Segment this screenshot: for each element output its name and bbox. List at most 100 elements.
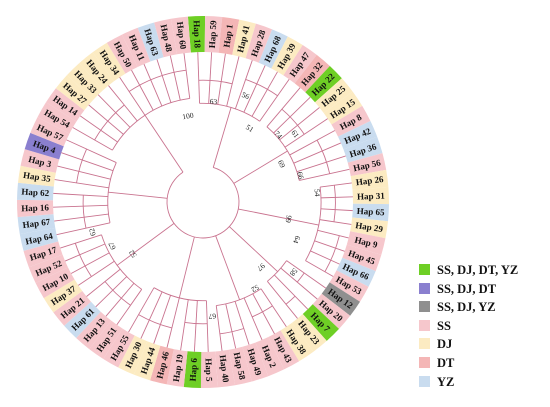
subclade-arc [245, 78, 278, 97]
legend-swatch-ss-dj-yz [419, 301, 430, 313]
leaf-segment [166, 349, 188, 388]
leaf-label: Hap 62 [21, 187, 50, 199]
tip-branch [289, 130, 336, 156]
tip-branch [274, 274, 309, 310]
support-value: 52 [127, 248, 139, 260]
tip-branch [259, 78, 290, 122]
leaf-segment [154, 18, 178, 58]
tip-branch [225, 303, 237, 349]
leaf-label: Hap 31 [357, 191, 386, 202]
leaf-segment [245, 23, 273, 63]
subclade-arc [74, 243, 92, 277]
legend-label-dj: DJ [437, 337, 453, 352]
tip-branch [57, 165, 111, 180]
legend-swatch-dj [419, 338, 430, 350]
subclade-arc [333, 185, 336, 222]
support-value: 56 [240, 90, 251, 101]
tip-branch [166, 297, 180, 348]
support-value: 67 [208, 311, 216, 321]
tip-branch [273, 96, 311, 134]
support-value: 62 [87, 227, 98, 237]
legend-label-ss: SS [437, 318, 451, 333]
tip-branch [320, 196, 353, 199]
leaf-segment [17, 165, 56, 187]
tip-branch [169, 55, 181, 101]
leaf-segment [45, 88, 85, 122]
leaf-segment [258, 29, 288, 69]
legend-label-ss-dj-yz: SS, DJ, YZ [437, 300, 496, 315]
tip-branch [319, 219, 352, 225]
subclade-arc [94, 104, 125, 141]
leaf-segment [268, 330, 300, 370]
leaf-segment [183, 351, 202, 388]
tip-branch [252, 293, 275, 335]
leaf-label: Hap 60 [175, 21, 189, 50]
tip-branch [54, 179, 109, 189]
leaf-segment [17, 199, 54, 218]
support-value: 67 [106, 240, 117, 251]
legend-item-ss-dj-yz: SS, DJ, YZ [418, 299, 548, 315]
leaf-segment [200, 351, 219, 388]
leaf-segment [35, 267, 75, 299]
support-value: 54 [312, 189, 322, 197]
clade-stem [144, 114, 184, 173]
subclade-arc [296, 272, 305, 283]
leaf-label: Hap 5 [203, 358, 214, 382]
legend-swatch-ss-dj-dt [419, 282, 430, 294]
clade-stem [116, 223, 175, 266]
support-value: 74 [273, 129, 285, 141]
legend-swatch-ss-dj-dt-yz [419, 264, 430, 275]
leaf-segment [347, 153, 387, 177]
subclade-arc [128, 69, 187, 92]
tip-branch [314, 240, 345, 252]
tip-branch [197, 52, 201, 104]
subclade-arc [251, 305, 273, 318]
tip-branch [180, 299, 189, 351]
leaf-segment [218, 16, 240, 55]
tip-branch [53, 204, 108, 208]
leaf-segment [283, 44, 317, 84]
leaf-segment [331, 105, 371, 137]
support-value: 97 [255, 261, 267, 273]
clade-stem [238, 208, 319, 226]
tip-branch [72, 127, 113, 151]
support-value: 64 [291, 234, 302, 245]
tip-branch [284, 118, 328, 148]
leaf-segment [20, 149, 60, 173]
tip-branch [54, 213, 109, 222]
leaf-label: Hap 35 [22, 170, 51, 184]
tip-branch [208, 52, 213, 104]
tip-branch [266, 87, 301, 128]
leaf-segment [37, 102, 77, 134]
leaf-segment [228, 346, 252, 386]
leaf-segment [305, 65, 342, 103]
legend-label-ss-dj-dt-yz: SS, DJ, DT, YZ [437, 263, 519, 277]
clade-stem [215, 235, 241, 300]
leaf-segment [121, 27, 151, 67]
leaf-segment [343, 136, 383, 163]
leaf-segment [17, 182, 54, 201]
leaf-segment [280, 322, 314, 362]
leaf-segment [28, 254, 68, 284]
leaf-segment [170, 16, 191, 55]
tip-branch [310, 250, 340, 265]
tip-branch [128, 287, 155, 333]
leaf-label: Hap 59 [207, 20, 219, 49]
tip-branch [143, 63, 163, 107]
legend-label-ss-dj-dt: SS, DJ, DT [437, 281, 497, 296]
leaf-segment [255, 337, 285, 377]
clade-stem [108, 191, 168, 199]
clade-stem [212, 107, 232, 168]
leaf-segment [19, 227, 59, 251]
tip-branch [183, 53, 191, 99]
support-value: 69 [276, 159, 287, 170]
tip-branch [97, 94, 131, 128]
leaf-segment [79, 52, 114, 91]
leaf-segment [55, 75, 94, 111]
leaf-segment [232, 19, 256, 59]
tip-branch [88, 104, 124, 135]
leaf-label: Hap 65 [357, 206, 386, 218]
tip-branch [205, 300, 209, 352]
tip-branch [243, 65, 266, 113]
